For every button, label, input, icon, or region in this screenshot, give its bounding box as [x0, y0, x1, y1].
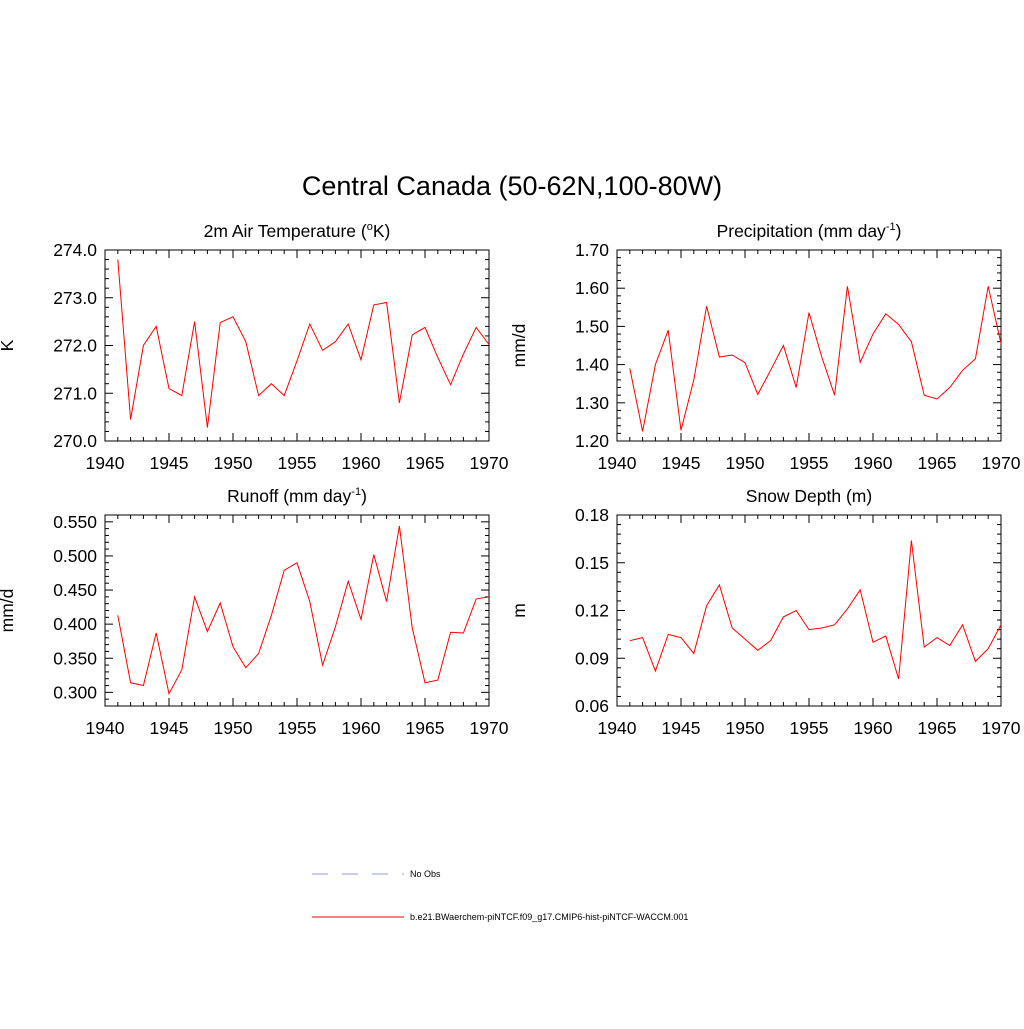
panel-title: 2m Air Temperature (oK) [204, 221, 391, 241]
y-tick-label: 271.0 [53, 383, 97, 403]
x-tick-label: 1960 [854, 718, 893, 738]
y-tick-label: 0.06 [575, 696, 609, 716]
x-tick-label: 1970 [470, 718, 509, 738]
legend: No Obs b.e21.BWaerchem-piNTCF.f09_g17.CM… [312, 869, 688, 922]
panel-title-main: Runoff (mm day [227, 486, 351, 506]
x-tick-label: 1955 [278, 718, 317, 738]
y-tick-label: 272.0 [53, 336, 97, 356]
y-tick-label: 1.40 [575, 355, 609, 375]
x-tick-label: 1955 [790, 453, 829, 473]
y-tick-label: 1.20 [575, 431, 609, 451]
panel-title-suffix: K) [373, 221, 391, 241]
x-tick-label: 1965 [406, 453, 445, 473]
panel-2: Precipitation (mm day-1) mm/d 1940 1945 1950… [509, 221, 1021, 473]
x-tick-label: 1965 [918, 718, 957, 738]
y-axis-label: K [0, 339, 17, 351]
panel-title-main: 2m Air Temperature ( [204, 221, 367, 241]
x-tick-label: 1970 [470, 453, 509, 473]
x-tick-label: 1955 [790, 718, 829, 738]
panel-3: Runoff (mm day-1) mm/d 1940 1945 1950 1955 196… [0, 486, 509, 738]
panel-4: Snow Depth (m) m 1940 1945 1950 1955 1960 1965 1… [509, 486, 1021, 738]
x-tick-label: 1940 [598, 453, 637, 473]
x-tick-label: 1950 [214, 718, 253, 738]
y-tick-label: 0.550 [53, 512, 97, 532]
panel-title: Runoff (mm day-1) [227, 486, 367, 506]
y-tick-label: 270.0 [53, 431, 97, 451]
y-tick-label: 1.70 [575, 240, 609, 260]
y-tick-label: 1.60 [575, 278, 609, 298]
y-tick-label: 0.350 [53, 648, 97, 668]
panel-title-suffix: ) [361, 486, 367, 506]
x-tick-label: 1965 [918, 453, 957, 473]
series-line [117, 259, 490, 428]
panels-group: 2m Air Temperature (oK) K 1940 1945 1950 1955… [0, 221, 1021, 738]
y-tick-label: 0.450 [53, 580, 97, 600]
x-tick-label: 1950 [726, 718, 765, 738]
x-tick-label: 1945 [662, 718, 701, 738]
panel-title-superscript: o [367, 221, 373, 233]
x-tick-label: 1950 [214, 453, 253, 473]
page-title: Central Canada (50-62N,100-80W) [302, 171, 722, 201]
legend-model-label: b.e21.BWaerchem-piNTCF.f09_g17.CMIP6-his… [410, 912, 688, 922]
panel-title-superscript: -1 [351, 486, 361, 498]
y-axis-label: mm/d [0, 589, 17, 633]
y-axis-label: mm/d [509, 324, 529, 368]
x-tick-label: 1945 [662, 453, 701, 473]
y-tick-label: 1.50 [575, 316, 609, 336]
x-tick-label: 1955 [278, 453, 317, 473]
panel-1: 2m Air Temperature (oK) K 1940 1945 1950 1955… [0, 221, 509, 473]
y-tick-label: 0.300 [53, 682, 97, 702]
series-line [117, 525, 490, 696]
y-tick-label: 0.400 [53, 614, 97, 634]
y-tick-label: 273.0 [53, 288, 97, 308]
series-line [629, 286, 1002, 432]
y-axis-label: m [509, 603, 529, 618]
x-tick-label: 1970 [982, 718, 1021, 738]
x-tick-label: 1965 [406, 718, 445, 738]
x-tick-label: 1940 [86, 718, 125, 738]
x-tick-label: 1940 [86, 453, 125, 473]
x-tick-label: 1940 [598, 718, 637, 738]
y-tick-label: 0.18 [575, 505, 609, 525]
panel-title: Precipitation (mm day-1) [717, 221, 902, 241]
panel-title-main: Snow Depth (m) [746, 486, 872, 506]
y-tick-label: 274.0 [53, 240, 97, 260]
x-tick-label: 1945 [150, 453, 189, 473]
y-tick-label: 0.500 [53, 546, 97, 566]
y-tick-label: 0.15 [575, 553, 609, 573]
x-tick-label: 1960 [342, 718, 381, 738]
y-tick-label: 1.30 [575, 393, 609, 413]
panel-title: Snow Depth (m) [746, 486, 872, 506]
y-tick-label: 0.09 [575, 648, 609, 668]
panel-title-superscript: -1 [886, 221, 896, 233]
panel-title-main: Precipitation (mm day [717, 221, 886, 241]
x-tick-label: 1960 [854, 453, 893, 473]
x-tick-label: 1950 [726, 453, 765, 473]
y-tick-label: 0.12 [575, 601, 609, 621]
x-tick-label: 1970 [982, 453, 1021, 473]
series-line [629, 540, 1002, 680]
legend-obs-label: No Obs [410, 869, 441, 879]
panel-title-suffix: ) [896, 221, 902, 241]
x-tick-label: 1945 [150, 718, 189, 738]
x-tick-label: 1960 [342, 453, 381, 473]
